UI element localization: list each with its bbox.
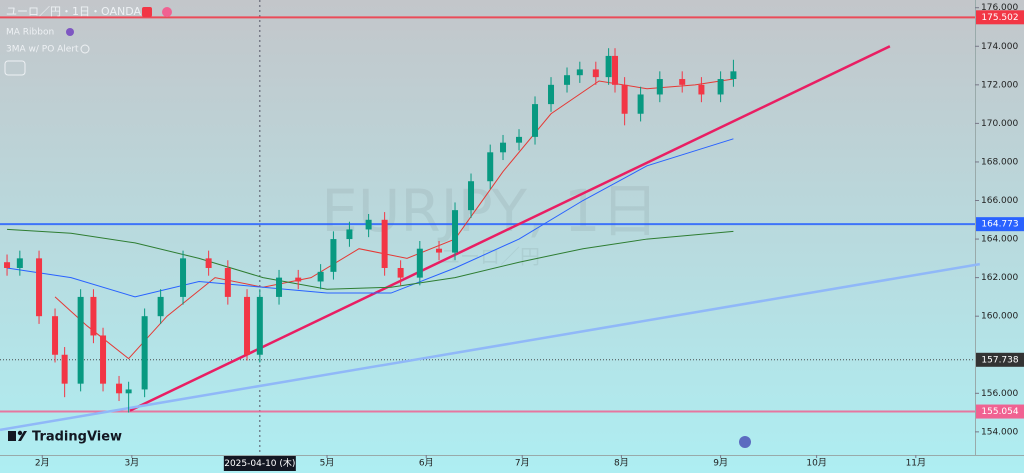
candle-body [397, 267, 404, 278]
x-tick-label: 6月 [419, 458, 434, 469]
plot [0, 0, 981, 455]
x-tick-label: 7月 [515, 458, 530, 469]
candle-body [487, 152, 494, 182]
candle-body [77, 296, 84, 384]
level-label: 155.054 [981, 407, 1018, 417]
candle-body [532, 104, 539, 137]
x-tick-label: 3月 [124, 458, 139, 469]
candle-body [436, 248, 443, 253]
candle-body [416, 248, 423, 278]
moving-average [7, 228, 734, 290]
candle-body [141, 316, 148, 390]
candle-body [365, 219, 372, 230]
y-tick-label: 160.000 [981, 312, 1018, 322]
candle-body [612, 55, 619, 85]
candle-body [548, 84, 555, 105]
level-label-bg [976, 404, 1024, 419]
level-label-bg [976, 10, 1024, 25]
candle-body [4, 262, 11, 268]
symbol-title[interactable]: ユーロ／円・1日・OANDA [6, 5, 141, 18]
x-tick-label: 10月 [806, 458, 826, 469]
y-tick-label: 176.000 [981, 3, 1018, 13]
candle-body [452, 210, 459, 253]
candle-body [116, 383, 123, 394]
candle-body [180, 258, 187, 297]
x-tick-label: 8月 [614, 458, 629, 469]
level-label-bg [976, 352, 1024, 367]
level-label: 164.773 [981, 220, 1018, 230]
candle-body [576, 69, 583, 76]
indicator-label[interactable]: 3MA w/ PO Alert [6, 45, 79, 55]
candle-body [256, 296, 263, 355]
logo: TradingView [8, 430, 122, 445]
candle-body [36, 258, 43, 317]
candle-body [346, 229, 353, 240]
candle-body [717, 79, 724, 95]
level-label-bg [976, 217, 1024, 232]
y-tick-label: 156.000 [981, 389, 1018, 399]
candle-body [656, 79, 663, 95]
candle-body [276, 277, 283, 297]
indicator-label[interactable]: MA Ribbon [6, 28, 54, 38]
candle-body [224, 267, 231, 297]
candle-body [516, 136, 523, 143]
y-tick-label: 168.000 [981, 157, 1018, 167]
y-tick-label: 154.000 [981, 427, 1018, 437]
candle-body [157, 296, 164, 317]
moving-average [6, 138, 734, 298]
candle-body [16, 258, 23, 268]
x-tick-label: 11月 [906, 458, 926, 469]
logo-mark [18, 431, 27, 441]
candle-body [295, 277, 302, 282]
candle-body [125, 389, 132, 394]
y-tick-label: 174.000 [981, 42, 1018, 52]
level-label: 175.502 [981, 13, 1018, 23]
crosshair-label: 2025-04-10 (木) [224, 457, 295, 469]
brand: TradingView [32, 430, 122, 445]
trendline [0, 262, 981, 432]
candle-body [317, 271, 324, 282]
candle-body [244, 296, 251, 355]
flag-icon[interactable] [142, 7, 152, 17]
candle-body [605, 55, 612, 78]
replay-icon[interactable] [739, 436, 751, 448]
candle-body [381, 219, 388, 268]
candle-body [500, 142, 507, 153]
candle-body [592, 69, 599, 78]
x-tick-label: 9月 [713, 458, 728, 469]
x-tick-label: 5月 [320, 458, 335, 469]
candle-body [621, 84, 628, 114]
candle-body [730, 71, 737, 80]
level-label: 157.738 [981, 355, 1018, 365]
collapse-button[interactable] [4, 60, 26, 76]
x-tick-label: 2月 [35, 458, 50, 469]
indicator-icon[interactable] [66, 28, 74, 36]
candle-body [698, 84, 705, 95]
y-tick-label: 164.000 [981, 235, 1018, 245]
candle-body [90, 296, 97, 336]
candle-body [468, 181, 475, 211]
candle-body [205, 258, 212, 268]
y-tick-label: 162.000 [981, 273, 1018, 283]
candle-body [61, 354, 68, 384]
crosshair-label-bg [223, 456, 296, 471]
candle-body [100, 335, 107, 384]
y-tick-label: 170.000 [981, 119, 1018, 129]
y-tick-label: 166.000 [981, 196, 1018, 206]
visibility-icon[interactable] [80, 44, 90, 54]
candle-body [564, 75, 571, 85]
candle-body [330, 239, 337, 272]
candle-body [52, 316, 59, 355]
trendline [129, 45, 891, 412]
logo-mark [17, 430, 23, 436]
logo-mark [8, 431, 16, 441]
candle-body [679, 79, 686, 85]
candle-body [637, 94, 644, 114]
alert-icon[interactable] [162, 7, 172, 17]
y-tick-label: 172.000 [981, 80, 1018, 90]
